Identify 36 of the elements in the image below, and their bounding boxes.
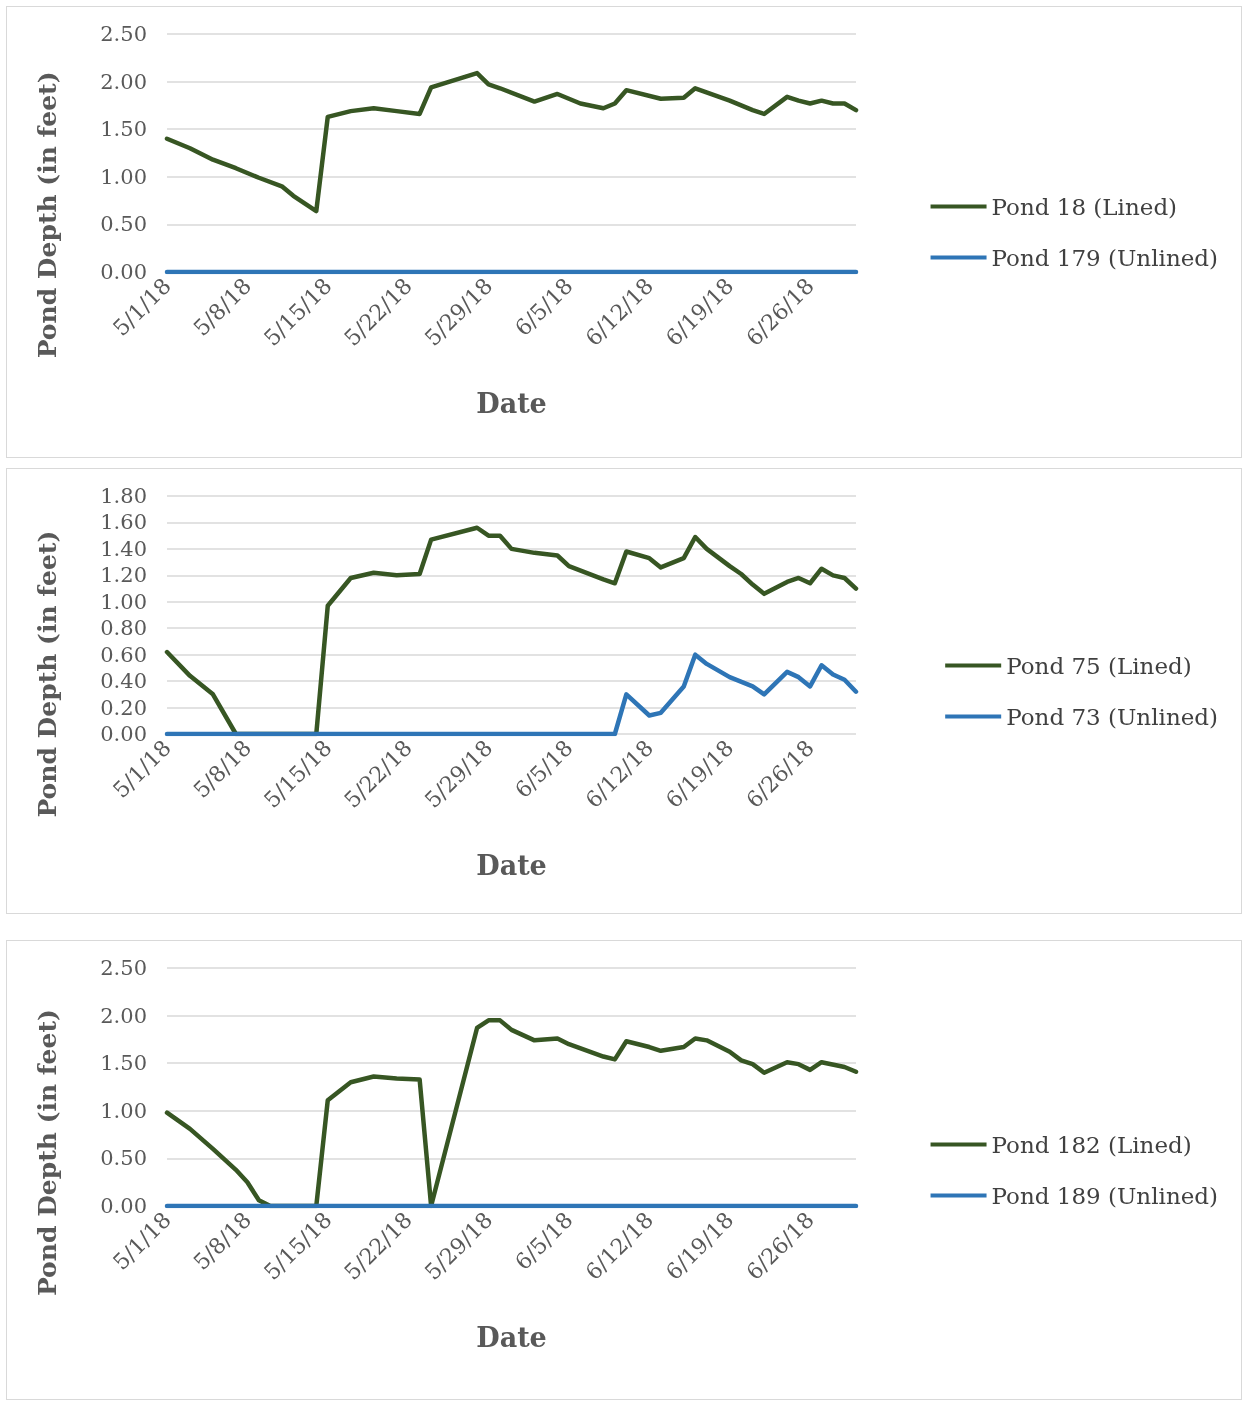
y-tick-label: 1.50 — [100, 1051, 147, 1076]
y-tick-label: 1.50 — [100, 117, 147, 142]
y-tick-label: 0.00 — [100, 1194, 147, 1218]
y-tick-label: 1.20 — [100, 563, 147, 588]
line-series — [164, 70, 859, 214]
y-tick-label: 0.00 — [100, 722, 147, 746]
y-tick-label: 0.50 — [100, 1146, 147, 1171]
x-axis-title: Date — [476, 850, 547, 881]
y-axis-title: Pond Depth (in feet) — [32, 71, 62, 359]
x-axis-title: Date — [476, 388, 547, 419]
y-tick-label: 0.00 — [100, 260, 147, 284]
y-tick-label: 2.50 — [100, 956, 147, 980]
y-tick-label: 1.40 — [100, 536, 147, 561]
y-tick-label: 1.00 — [100, 164, 147, 189]
legend-label: Pond 73 (Unlined) — [1006, 703, 1219, 730]
y-tick-label: 0.60 — [100, 642, 147, 667]
y-tick-label: 0.50 — [100, 212, 147, 237]
y-tick-label: 1.80 — [100, 484, 147, 508]
y-tick-label: 0.20 — [100, 695, 147, 720]
y-tick-label: 0.40 — [100, 669, 147, 694]
line-series — [164, 652, 859, 737]
y-axis-title: Pond Depth (in feet) — [32, 530, 62, 818]
legend-label: Pond 75 (Lined) — [1006, 652, 1192, 679]
legend-label: Pond 182 (Lined) — [991, 1131, 1192, 1158]
x-axis-title: Date — [476, 1322, 547, 1353]
y-tick-label: 1.60 — [100, 510, 147, 535]
legend-label: Pond 189 (Unlined) — [991, 1182, 1218, 1209]
y-tick-label: 0.80 — [100, 616, 147, 641]
y-tick-label: 1.00 — [100, 1098, 147, 1123]
y-tick-label: 2.00 — [100, 69, 147, 94]
legend-label: Pond 179 (Unlined) — [991, 244, 1218, 271]
y-tick-label: 2.50 — [100, 22, 147, 46]
y-tick-label: 1.00 — [100, 589, 147, 614]
y-tick-label: 2.00 — [100, 1003, 147, 1028]
legend-label: Pond 18 (Lined) — [991, 193, 1178, 220]
y-axis-title: Pond Depth (in feet) — [32, 1009, 62, 1297]
